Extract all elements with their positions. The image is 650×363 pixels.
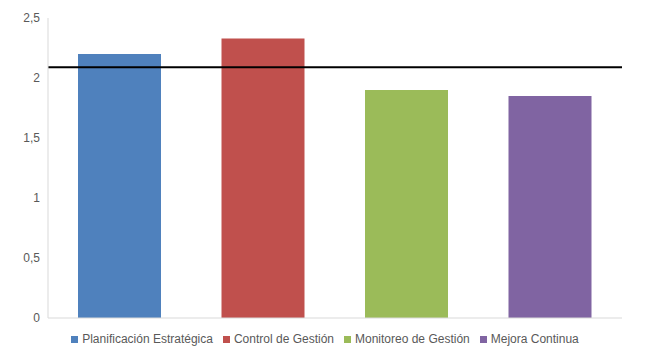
svg-text:1: 1 <box>33 191 40 205</box>
svg-text:2,5: 2,5 <box>23 11 40 25</box>
html-text:Mejora Continua: Mejora Continua <box>490 332 579 346</box>
svg-text:2: 2 <box>33 71 40 85</box>
svg-text:1,5: 1,5 <box>23 131 40 145</box>
svg-text:0,5: 0,5 <box>23 251 40 265</box>
svg-text:0: 0 <box>33 311 40 325</box>
html-text:Monitoreo de Gestión: Monitoreo de Gestión <box>355 332 470 346</box>
html-text:Planificación Estratégica: Planificación Estratégica <box>82 332 213 346</box>
html-text:Control de Gestión: Control de Gestión <box>233 332 334 346</box>
